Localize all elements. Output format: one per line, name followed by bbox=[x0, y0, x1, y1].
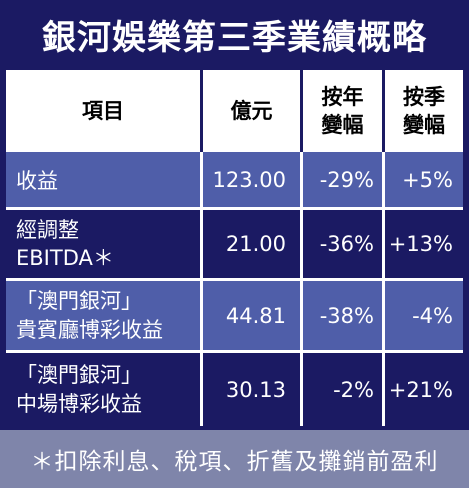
table-row: 經調整 EBITDA＊ 21.00 -36% +13% bbox=[6, 210, 463, 278]
table-row: 「澳門銀河」 貴賓廳博彩收益 44.81 -38% -4% bbox=[6, 281, 463, 350]
table-row: 收益 123.00 -29% +5% bbox=[6, 152, 463, 207]
row-amount: 30.13 bbox=[203, 353, 303, 426]
row-divider bbox=[6, 350, 463, 353]
row-item-line2: 貴賓廳博彩收益 bbox=[16, 317, 163, 342]
row-yoy: -29% bbox=[303, 152, 385, 207]
row-yoy: -36% bbox=[303, 210, 385, 278]
page-title: 銀河娛樂第三季業績概略 bbox=[0, 0, 469, 68]
row-qoq: +21% bbox=[385, 353, 463, 426]
row-divider bbox=[6, 278, 463, 281]
header-amount: 億元 bbox=[203, 70, 303, 152]
header-item: 項目 bbox=[6, 70, 203, 152]
row-item-line2: 中場博彩收益 bbox=[16, 391, 142, 416]
row-divider bbox=[6, 207, 463, 210]
row-amount: 21.00 bbox=[203, 210, 303, 278]
results-table: 項目 億元 按年 變幅 按季 變幅 收益 123.00 -29% +5% bbox=[6, 70, 463, 426]
row-item-line1: 「澳門銀河」 bbox=[16, 363, 142, 388]
row-item-line1: 「澳門銀河」 bbox=[16, 289, 142, 314]
row-qoq: +13% bbox=[385, 210, 463, 278]
header-qoq-line1: 按季 bbox=[403, 84, 445, 109]
row-item: 經調整 EBITDA＊ bbox=[6, 210, 203, 278]
row-item: 「澳門銀河」 貴賓廳博彩收益 bbox=[6, 281, 203, 350]
table-header-row: 項目 億元 按年 變幅 按季 變幅 bbox=[6, 70, 463, 152]
row-qoq: +5% bbox=[385, 152, 463, 207]
row-amount: 44.81 bbox=[203, 281, 303, 350]
header-yoy-line1: 按年 bbox=[321, 84, 364, 109]
footnote: ＊扣除利息、稅項、折舊及攤銷前盈利 bbox=[0, 430, 469, 488]
header-yoy-line2: 變幅 bbox=[321, 113, 364, 137]
header-yoy: 按年 變幅 bbox=[303, 70, 385, 152]
row-item-line2: EBITDA＊ bbox=[16, 246, 114, 270]
header-qoq-line2: 變幅 bbox=[403, 113, 445, 137]
row-yoy: -38% bbox=[303, 281, 385, 350]
row-qoq: -4% bbox=[385, 281, 463, 350]
row-yoy: -2% bbox=[303, 353, 385, 426]
row-item: 「澳門銀河」 中場博彩收益 bbox=[6, 353, 203, 426]
row-item-line1: 經調整 bbox=[16, 217, 79, 242]
row-amount: 123.00 bbox=[203, 152, 303, 207]
row-item: 收益 bbox=[6, 152, 203, 207]
table-row: 「澳門銀河」 中場博彩收益 30.13 -2% +21% bbox=[6, 353, 463, 426]
header-qoq: 按季 變幅 bbox=[385, 70, 463, 152]
